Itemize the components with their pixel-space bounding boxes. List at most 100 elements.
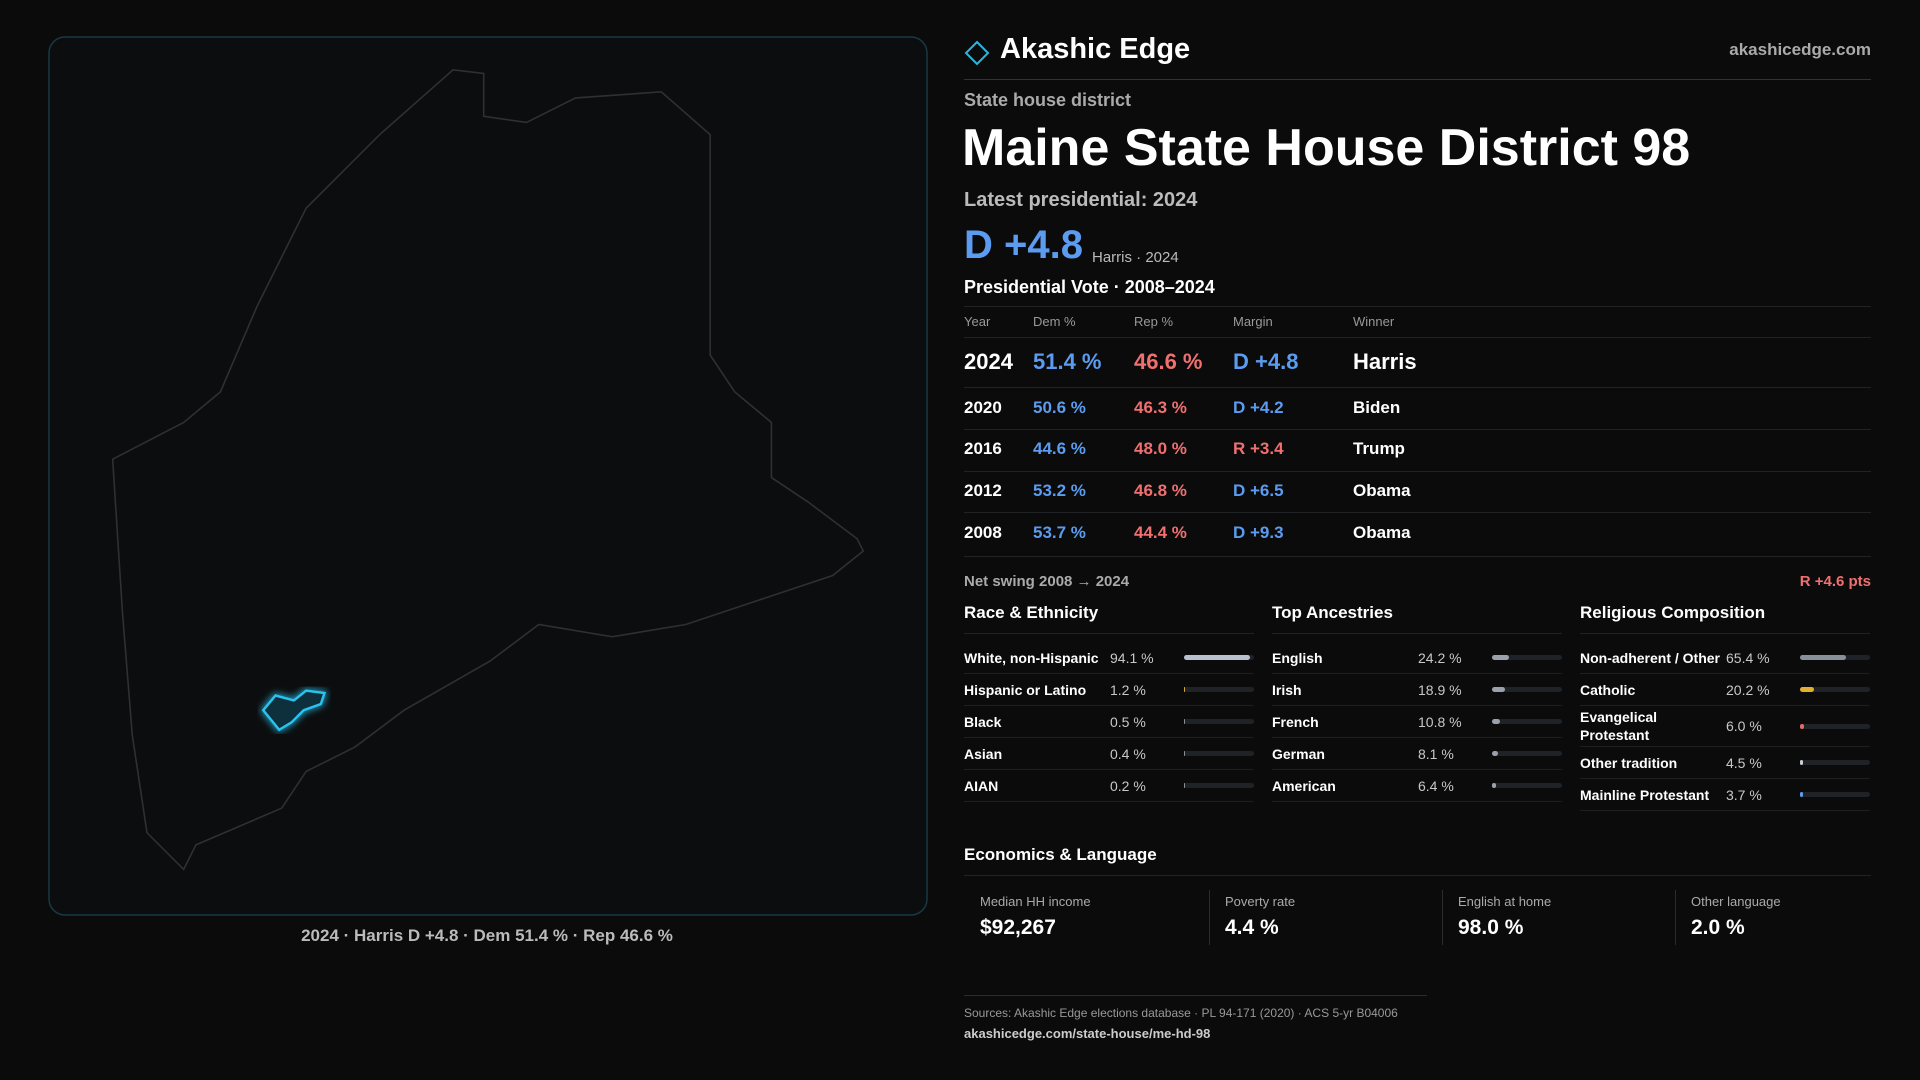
bar <box>1492 655 1509 660</box>
race-section: Race & Ethnicity White, non-Hispanic 94.1 … <box>964 603 1254 802</box>
bar <box>1800 723 1805 729</box>
stat-value: 0.4 % <box>1110 745 1146 762</box>
table-cell: D +4.8 <box>1233 349 1299 374</box>
stat-value: 8.1 % <box>1418 745 1454 762</box>
stat-row: Catholic 20.2 % <box>1580 674 1870 706</box>
district-shape <box>261 689 327 732</box>
divider <box>964 79 1871 80</box>
table-cell: Trump <box>1353 439 1405 458</box>
stat-name: Irish <box>1272 681 1302 698</box>
bar-track <box>1492 783 1562 788</box>
divider <box>1675 890 1676 945</box>
divider <box>964 875 1871 876</box>
bar-track <box>1492 687 1562 692</box>
state-map <box>111 68 865 871</box>
table-cell: Obama <box>1353 523 1411 542</box>
divider <box>1209 890 1210 945</box>
margin-note: Harris · 2024 <box>1092 249 1179 266</box>
table-cell: 2008 <box>964 523 1002 542</box>
table-cell: 51.4 % <box>1033 349 1102 374</box>
table-cell: 53.7 % <box>1033 523 1086 542</box>
row-divider <box>964 387 1871 388</box>
bar-track <box>1184 751 1254 756</box>
stat-value: 6.0 % <box>1726 718 1762 734</box>
stat-value: 94.1 % <box>1110 649 1154 666</box>
table-cell: D +9.3 <box>1233 523 1284 542</box>
sources: Sources: Akashic Edge elections database… <box>964 1006 1398 1020</box>
table-cell: 46.3 % <box>1134 398 1187 417</box>
bar <box>1184 655 1250 660</box>
stat-name: Black <box>964 713 1002 730</box>
bar <box>1492 719 1500 724</box>
table-cell: Harris <box>1353 349 1417 374</box>
row-divider <box>964 306 1871 307</box>
econ-value: 4.4 % <box>1225 916 1279 939</box>
stat-name: French <box>1272 713 1319 730</box>
table-cell: D +6.5 <box>1233 481 1284 500</box>
url: akashicedge.com/state-house/me-hd-98 <box>964 1026 1211 1041</box>
stat-name: English <box>1272 649 1323 666</box>
col-header: Dem % <box>1033 314 1076 329</box>
stat-value: 0.2 % <box>1110 777 1146 794</box>
stat-name: American <box>1272 777 1336 794</box>
stat-row: Asian 0.4 % <box>964 738 1254 770</box>
bar-track <box>1492 655 1562 660</box>
map-caption: 2024 · Harris D +4.8 · Dem 51.4 % · Rep … <box>301 926 673 945</box>
margin: D +4.8 <box>964 223 1083 267</box>
religion-section: Religious Composition Non-adherent / Othe… <box>1580 603 1870 811</box>
stat-name: Evangelical Protestant <box>1580 709 1658 743</box>
stat-row: Hispanic or Latino 1.2 % <box>964 674 1254 706</box>
stat-name: Mainline Protestant <box>1580 786 1710 803</box>
table-cell: Biden <box>1353 398 1401 417</box>
stat-value: 0.5 % <box>1110 713 1146 730</box>
stat-row: AIAN 0.2 % <box>964 770 1254 802</box>
bar-track <box>1800 687 1870 692</box>
stat-value: 4.5 % <box>1726 754 1762 771</box>
bar-track <box>1800 723 1870 729</box>
stat-name: Non-adherent / Other <box>1580 649 1721 666</box>
econ-value: 98.0 % <box>1458 916 1524 939</box>
econ-label: English at home <box>1458 894 1552 909</box>
bar-track <box>1492 751 1562 756</box>
stat-name: White, non-Hispanic <box>964 649 1099 666</box>
bar-track <box>1184 783 1254 788</box>
stat-value: 1.2 % <box>1110 681 1146 698</box>
stat-value: 3.7 % <box>1726 786 1762 803</box>
econ-label: Median HH income <box>980 894 1091 909</box>
net-swing-value: R +4.6 pts <box>1799 573 1871 590</box>
site: akashicedge.com <box>1729 40 1871 59</box>
stat-value: 18.9 % <box>1418 681 1462 698</box>
row-divider <box>964 556 1871 557</box>
stat-row: French 10.8 % <box>1272 706 1562 738</box>
bar-track <box>1492 719 1562 724</box>
stat-value: 24.2 % <box>1418 649 1462 666</box>
bar <box>1184 687 1185 692</box>
bar-track <box>1800 792 1870 797</box>
table-cell: Obama <box>1353 481 1411 500</box>
econ-label: Other language <box>1691 894 1781 909</box>
table-cell: 46.8 % <box>1134 481 1187 500</box>
row-divider <box>964 429 1871 430</box>
stat-name: German <box>1272 745 1325 762</box>
table-cell: 2016 <box>964 439 1002 458</box>
stat-row: Irish 18.9 % <box>1272 674 1562 706</box>
section-title: Race & Ethnicity <box>964 603 1254 634</box>
row-divider <box>964 471 1871 472</box>
table-cell: 53.2 % <box>1033 481 1086 500</box>
logo <box>964 40 990 66</box>
table-cell: D +4.2 <box>1233 398 1284 417</box>
map-frame <box>48 36 928 916</box>
bar-track <box>1184 687 1254 692</box>
stat-name: Asian <box>964 745 1003 762</box>
econ-label: Poverty rate <box>1225 894 1296 909</box>
bar <box>1800 687 1815 692</box>
stat-name: Hispanic or Latino <box>964 681 1087 698</box>
section-title: Religious Composition <box>1580 603 1870 634</box>
stat-row: Non-adherent / Other 65.4 % <box>1580 642 1870 674</box>
col-header: Rep % <box>1134 314 1174 329</box>
latest: Latest presidential: 2024 <box>964 189 1198 211</box>
stat-name: Catholic <box>1580 681 1636 698</box>
bar <box>1492 687 1506 692</box>
table-title: Presidential Vote · 2008–2024 <box>964 277 1215 297</box>
